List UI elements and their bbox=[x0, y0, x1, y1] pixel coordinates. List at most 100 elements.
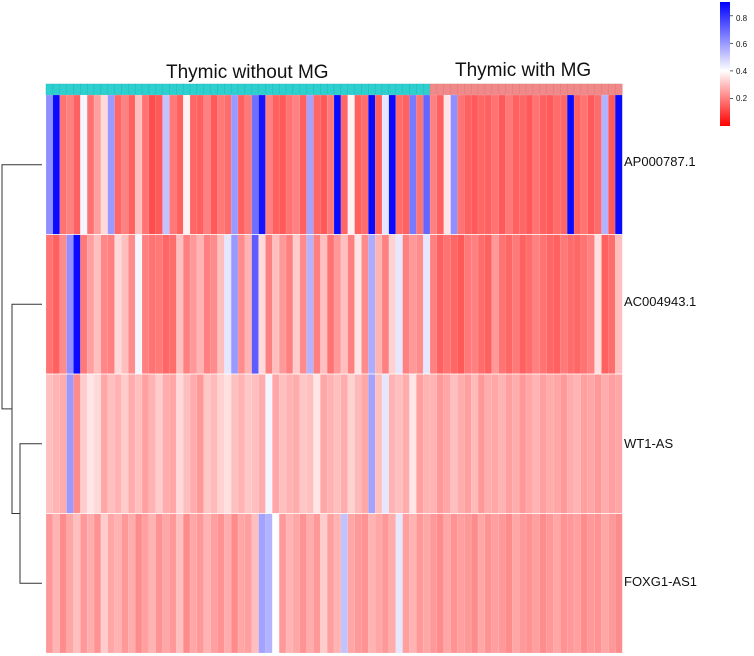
heatmap-cell bbox=[580, 234, 589, 375]
heatmap-cell bbox=[388, 513, 397, 654]
heatmap-cell bbox=[388, 94, 397, 235]
heatmap-cell bbox=[148, 234, 157, 375]
heatmap-cell bbox=[155, 234, 164, 375]
heatmap-cell bbox=[237, 94, 246, 235]
heatmap-cell bbox=[278, 234, 287, 375]
group-annotation-cell bbox=[169, 83, 177, 96]
heatmap-cell bbox=[272, 373, 280, 514]
heatmap-cell bbox=[402, 94, 410, 235]
heatmap-cell bbox=[176, 94, 184, 235]
heatmap-cell bbox=[258, 513, 266, 654]
heatmap-cell bbox=[546, 513, 554, 654]
heatmap-cell bbox=[73, 373, 81, 514]
group-annotation-cell bbox=[93, 83, 102, 96]
heatmap-cell bbox=[416, 234, 424, 375]
heatmap-cell bbox=[66, 513, 74, 654]
heatmap-cell bbox=[525, 234, 534, 375]
heatmap-cell bbox=[237, 373, 246, 514]
group-annotation-cell bbox=[333, 83, 342, 96]
heatmap-cell bbox=[292, 373, 301, 514]
heatmap-cell bbox=[361, 234, 369, 375]
heatmap-cell bbox=[66, 373, 74, 514]
heatmap-cell bbox=[196, 234, 205, 375]
heatmap-cell bbox=[347, 94, 356, 235]
heatmap-cell bbox=[189, 373, 198, 514]
heatmap-cell bbox=[422, 94, 431, 235]
heatmap-cell bbox=[587, 513, 596, 654]
heatmap-cell bbox=[299, 234, 308, 375]
heatmap-cell bbox=[505, 373, 513, 514]
heatmap-cell bbox=[464, 94, 472, 235]
heatmap-cell bbox=[518, 513, 527, 654]
heatmap-cell bbox=[93, 513, 102, 654]
heatmap-cell bbox=[505, 513, 513, 654]
heatmap-cell bbox=[573, 94, 582, 235]
group-annotation-cell bbox=[176, 83, 184, 96]
group-annotation-cell bbox=[86, 83, 95, 96]
heatmap-cell bbox=[100, 94, 109, 235]
heatmap-cell bbox=[73, 234, 81, 375]
group-annotation-cell bbox=[368, 83, 376, 96]
group-annotation-cell bbox=[580, 83, 589, 96]
group-annotation-cell bbox=[347, 83, 355, 96]
heatmap-cell bbox=[374, 94, 383, 235]
heatmap-cell bbox=[608, 94, 616, 235]
heatmap-cell bbox=[203, 234, 212, 375]
heatmap-cell bbox=[532, 513, 541, 654]
heatmap-cell bbox=[230, 513, 239, 654]
heatmap-cell bbox=[340, 513, 349, 654]
heatmap-cell bbox=[340, 234, 349, 375]
heatmap-cell bbox=[244, 513, 253, 654]
heatmap-cell bbox=[395, 234, 404, 375]
heatmap-cell bbox=[59, 94, 68, 235]
heatmap-cell bbox=[464, 234, 472, 375]
group-annotation-cell bbox=[52, 83, 61, 96]
heatmap-cell bbox=[429, 234, 438, 375]
heatmap-cell bbox=[594, 513, 602, 654]
heatmap-cell bbox=[601, 513, 609, 654]
heatmap-cell bbox=[66, 94, 74, 235]
group-annotation-cell bbox=[244, 83, 253, 96]
heatmap-cell bbox=[539, 513, 548, 654]
heatmap-cell bbox=[217, 513, 225, 654]
heatmap-cell bbox=[292, 234, 301, 375]
heatmap-cell bbox=[258, 94, 266, 235]
heatmap-cell bbox=[162, 234, 170, 375]
heatmap-cell bbox=[388, 234, 397, 375]
heatmap-cell bbox=[333, 513, 342, 654]
group-annotation-cell bbox=[340, 83, 349, 96]
heatmap-cell bbox=[224, 234, 232, 375]
heatmap-cell bbox=[402, 513, 410, 654]
heatmap-cell bbox=[292, 513, 301, 654]
group-annotation-cell bbox=[484, 83, 493, 96]
group-annotation-cell bbox=[313, 83, 321, 96]
heatmap-cell bbox=[333, 94, 342, 235]
heatmap-cell bbox=[80, 373, 88, 514]
heatmap-cell bbox=[306, 513, 314, 654]
heatmap-cell bbox=[93, 94, 102, 235]
heatmap-cell bbox=[381, 94, 390, 235]
heatmap-cell bbox=[189, 94, 198, 235]
heatmap-cell bbox=[230, 373, 239, 514]
heatmap-cell bbox=[553, 234, 561, 375]
heatmap-cell bbox=[464, 513, 472, 654]
heatmap-cell bbox=[525, 373, 534, 514]
heatmap-cell bbox=[52, 94, 61, 235]
heatmap-cell bbox=[244, 94, 253, 235]
heatmap-cell bbox=[429, 513, 438, 654]
group-annotation-cell bbox=[436, 83, 445, 96]
heatmap-cell bbox=[320, 513, 328, 654]
heatmap-cell bbox=[512, 234, 520, 375]
heatmap-cell bbox=[614, 94, 623, 235]
heatmap-cell bbox=[176, 234, 184, 375]
heatmap-cell bbox=[525, 513, 534, 654]
group-annotation-cell bbox=[285, 83, 294, 96]
group-annotation-cell bbox=[416, 83, 424, 96]
heatmap-cell bbox=[484, 373, 493, 514]
heatmap-cell bbox=[224, 94, 232, 235]
heatmap-cell bbox=[587, 94, 596, 235]
group-annotation-cell bbox=[73, 83, 81, 96]
group-annotation-cell bbox=[464, 83, 472, 96]
heatmap-cell bbox=[354, 513, 362, 654]
heatmap-cell bbox=[532, 94, 541, 235]
